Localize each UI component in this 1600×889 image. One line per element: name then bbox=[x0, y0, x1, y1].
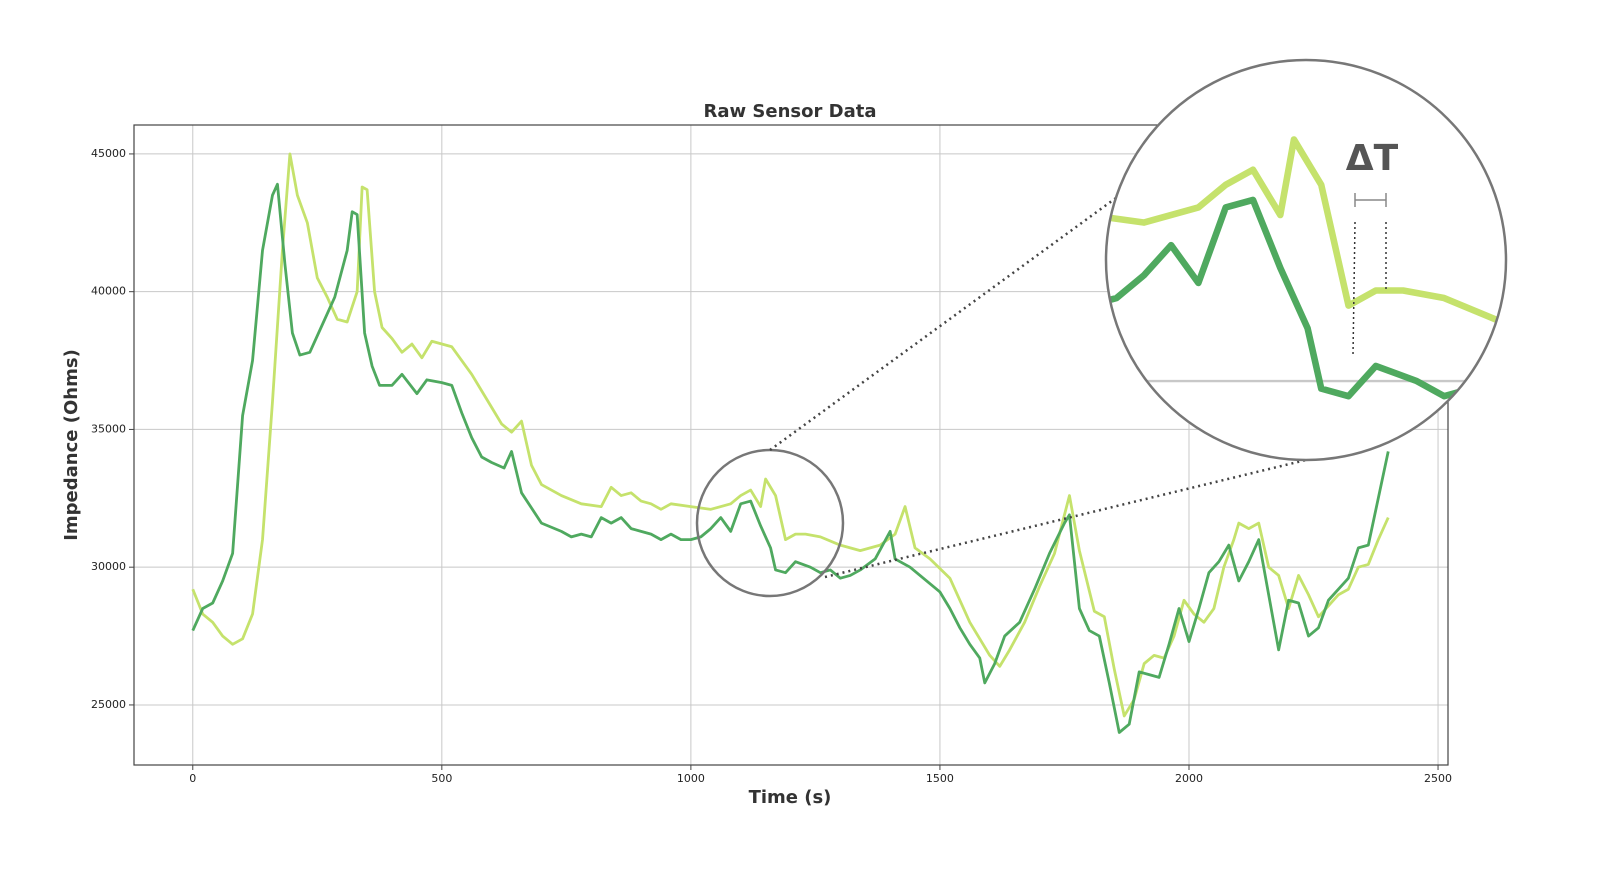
delta-bracket bbox=[1354, 193, 1387, 207]
zoom-connector bbox=[769, 193, 1121, 452]
y-tick-label: 30000 bbox=[91, 560, 126, 573]
series-group bbox=[191, 152, 1390, 734]
y-tick-label: 25000 bbox=[91, 698, 126, 711]
x-tick-label: 0 bbox=[189, 772, 196, 785]
data-line bbox=[191, 152, 1390, 718]
zoom-source-circle bbox=[695, 448, 845, 598]
data-line bbox=[1107, 61, 1505, 459]
zoom-connector bbox=[824, 458, 1307, 579]
data-line bbox=[191, 182, 1390, 734]
x-tick-label: 1500 bbox=[926, 772, 954, 785]
annotation: ΔT bbox=[1346, 138, 1399, 179]
delta-marker bbox=[1352, 221, 1356, 356]
y-axis-label: Impedance (Ohms) bbox=[61, 349, 82, 541]
x-axis-label: Time (s) bbox=[749, 787, 832, 808]
data-line bbox=[1107, 61, 1505, 459]
x-tick-label: 500 bbox=[431, 772, 452, 785]
y-tick-label: 45000 bbox=[91, 147, 126, 160]
zoom-circle bbox=[1104, 58, 1508, 462]
x-tick-label: 2000 bbox=[1175, 772, 1203, 785]
zoom-background bbox=[1106, 60, 1506, 460]
y-tick-label: 35000 bbox=[91, 422, 126, 435]
y-tick-label: 40000 bbox=[91, 285, 126, 298]
chart-title: Raw Sensor Data bbox=[704, 101, 877, 122]
plot-frame bbox=[133, 124, 1449, 766]
x-tick-label: 2500 bbox=[1424, 772, 1452, 785]
x-tick-label: 1000 bbox=[677, 772, 705, 785]
